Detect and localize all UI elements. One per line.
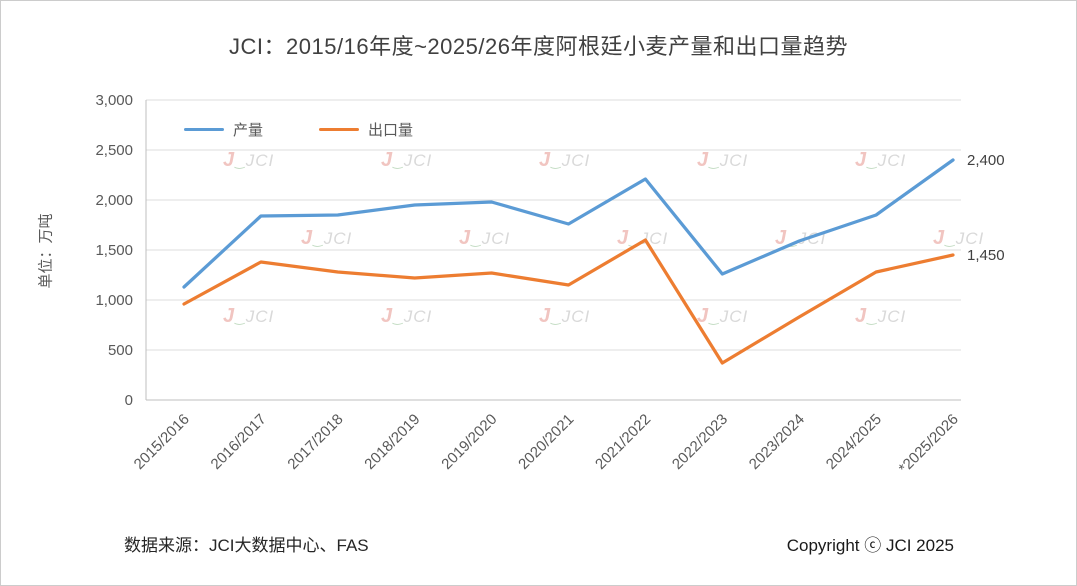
y-tick-label: 0 — [125, 392, 133, 409]
y-tick-label: 1,000 — [95, 292, 133, 309]
production-end-label: 2,400 — [967, 152, 1005, 169]
y-tick-label: 1,500 — [95, 242, 133, 259]
y-tick-label: 3,000 — [95, 92, 133, 109]
y-tick-label: 500 — [108, 342, 133, 359]
x-tick-label: 2016/2017 — [208, 411, 270, 473]
x-tick-label: 2020/2021 — [515, 411, 577, 473]
copyright-note: Copyright ⓒ JCI 2025 — [786, 536, 954, 555]
y-tick-label: 2,000 — [95, 192, 133, 209]
x-tick-label: 2017/2018 — [284, 411, 346, 473]
legend-label-production: 产量 — [233, 122, 264, 139]
production-line — [182, 158, 955, 289]
x-tick-label: *2025/2026 — [896, 411, 962, 477]
x-tick-label: 2022/2023 — [669, 411, 731, 473]
chart-title: JCI：2015/16年度~2025/26年度阿根廷小麦产量和出口量趋势 — [229, 34, 848, 59]
legend-marker-production — [184, 128, 224, 131]
legend: 产量 出口量 — [184, 119, 413, 140]
x-tick-label: 2018/2019 — [361, 411, 423, 473]
data-source-note: 数据来源：JCI大数据中心、FAS — [124, 536, 369, 555]
x-tick-label: 2023/2024 — [746, 411, 808, 473]
x-tick-label: 2015/2016 — [131, 411, 193, 473]
y-tick-label: 2,500 — [95, 142, 133, 159]
legend-label-exports: 出口量 — [368, 122, 414, 139]
legend-marker-exports — [319, 128, 360, 131]
legend-item-production: 产量 — [184, 119, 263, 140]
x-tick-label: 2019/2020 — [438, 411, 500, 473]
x-tick-label: 2024/2025 — [823, 411, 885, 473]
exports-end-label: 1,450 — [967, 247, 1005, 264]
legend-item-exports: 出口量 — [319, 119, 413, 140]
x-tick-label: 2021/2022 — [592, 411, 654, 473]
exports-line — [182, 238, 955, 365]
